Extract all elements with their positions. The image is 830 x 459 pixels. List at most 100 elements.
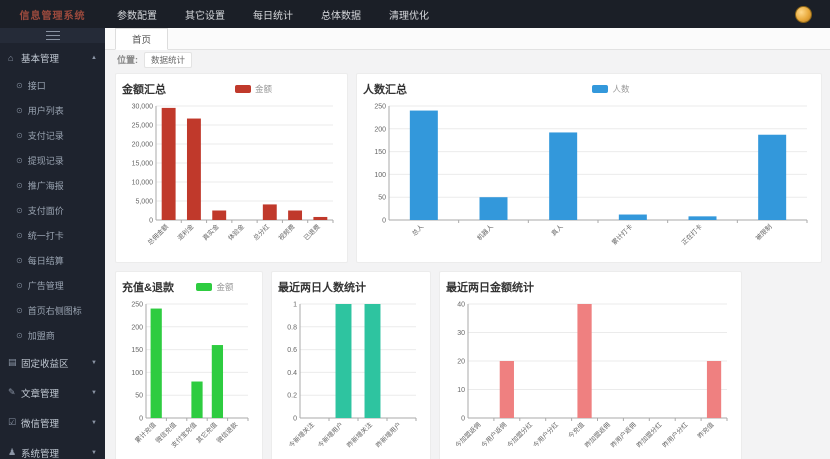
sidebar-item-label: 首页右侧图标 [27, 305, 82, 316]
sidebar-section: ▤ 固定收益区 ▼ [0, 348, 105, 378]
bar [499, 361, 514, 418]
x-tick-label: 今充值 [566, 420, 587, 441]
app-logo: 信息管理系统 [19, 10, 86, 22]
panel-people-summary: 人数汇总 人数 0 50 100 150 200 250 总人 机器人 真人 累计打卡 正在打卡 被限… [356, 73, 822, 263]
x-tick-label: 视频费 [276, 222, 297, 243]
sidebar-item[interactable]: ⊙ 接口 [0, 73, 105, 98]
svg-text:150: 150 [131, 347, 143, 354]
topbar-menu-item[interactable]: 参数配置 [117, 10, 157, 22]
sidebar-item[interactable]: ⊙ 支付面价 [0, 198, 105, 223]
panel-title: 最近两日金额统计 [446, 282, 534, 294]
sidebar-item[interactable]: ⊙ 统一打卡 [0, 223, 105, 248]
legend-swatch-icon [234, 85, 251, 93]
bullet-icon: ⊙ [16, 105, 23, 115]
x-tick-label: 今新增关注 [287, 420, 317, 450]
topbar-menu: 参数配置 其它设置 每日统计 总体数据 清理优化 [105, 7, 795, 22]
x-tick-label: 机器人 [475, 222, 496, 243]
sidebar-item[interactable]: ⊙ 加盟商 [0, 323, 105, 348]
sidebar-item[interactable]: ⊙ 提现记录 [0, 148, 105, 173]
svg-text:150: 150 [374, 149, 386, 156]
x-tick-label: 总佣金额 [145, 222, 170, 247]
chevron-up-icon: ▲ [91, 54, 97, 61]
x-tick-label: 今用户返佣 [479, 420, 509, 450]
legend[interactable]: 人数 [592, 83, 630, 95]
x-tick-label: 微信退款 [214, 420, 239, 445]
sidebar: ⌂ 基本管理 ▲ ⊙ 接口 ⊙ 用户列表 ⊙ 支付记录 ⊙ 提现记录 ⊙ 推广海报 ⊙ 支付面价 ⊙ 统一打卡 ⊙… [0, 28, 105, 459]
bar [313, 216, 328, 220]
svg-text:20: 20 [457, 359, 465, 366]
sidebar-item[interactable]: ⊙ 用户列表 [0, 98, 105, 123]
sidebar-section-label: 基本管理 [21, 53, 60, 65]
x-tick-label: 今新增用户 [316, 420, 345, 449]
bar [211, 345, 224, 418]
hamburger-icon [45, 28, 60, 43]
x-tick-label: 累计充值 [133, 420, 158, 445]
panel-two-day-amount: 最近两日金额统计 0 10 20 30 40 今加盟返佣 今用户返佣 今加盟分红 今用户分红 今充… [439, 271, 742, 459]
svg-text:0.2: 0.2 [287, 393, 297, 400]
bar [364, 304, 381, 418]
topbar-menu-item[interactable]: 总体数据 [321, 10, 361, 22]
svg-text:0: 0 [382, 218, 386, 225]
sidebar-item[interactable]: ⊙ 推广海报 [0, 173, 105, 198]
sidebar-item-label: 支付记录 [27, 130, 64, 141]
x-tick-label: 今加盟返佣 [453, 420, 483, 450]
bar [688, 216, 717, 220]
legend-swatch-icon [196, 283, 213, 291]
x-tick-label: 真人 [549, 222, 565, 238]
topbar-menu-item[interactable]: 其它设置 [185, 10, 225, 22]
svg-text:10: 10 [457, 387, 465, 394]
svg-text:40: 40 [457, 302, 465, 309]
sidebar-item[interactable]: ⊙ 支付记录 [0, 123, 105, 148]
sidebar-menu: ⌂ 基本管理 ▲ ⊙ 接口 ⊙ 用户列表 ⊙ 支付记录 ⊙ 提现记录 ⊙ 推广海报 ⊙ 支付面价 ⊙ 统一打卡 ⊙… [0, 43, 105, 459]
svg-text:0: 0 [149, 218, 153, 225]
x-tick-label: 正在打卡 [679, 222, 704, 247]
sidebar-item-label: 每日结算 [27, 255, 64, 266]
topbar-menu-item[interactable]: 每日统计 [253, 10, 293, 22]
panel-two-day-people: 最近两日人数统计 0 0.2 0.4 0.6 0.8 1 今新增关注 今新增用户 昨新增关注 昨新… [271, 271, 431, 459]
svg-text:1: 1 [293, 302, 297, 309]
legend[interactable]: 金额 [196, 281, 233, 293]
sidebar-collapse-button[interactable] [0, 28, 105, 43]
sidebar-section-header[interactable]: ▤ 固定收益区 ▼ [0, 348, 105, 378]
svg-text:5,000: 5,000 [135, 199, 153, 206]
sidebar-section-header[interactable]: ☑ 微信管理 ▼ [0, 408, 105, 438]
breadcrumb: 位置: 数据统计 [105, 50, 830, 69]
svg-text:0.8: 0.8 [287, 324, 297, 331]
svg-text:50: 50 [378, 195, 386, 202]
topbar-menu-item[interactable]: 清理优化 [389, 10, 429, 22]
bar [549, 132, 578, 220]
bullet-icon: ⊙ [16, 80, 23, 90]
legend[interactable]: 金额 [234, 83, 272, 95]
bullet-icon: ⊙ [16, 305, 23, 315]
home-icon: ⌂ [8, 52, 14, 63]
sidebar-section-header[interactable]: ♟ 系统管理 ▼ [0, 438, 105, 459]
bar [191, 381, 203, 418]
legend-label: 金额 [254, 84, 272, 94]
bar [288, 210, 303, 220]
sidebar-item-label: 用户列表 [27, 105, 64, 116]
sidebar-item-label: 统一打卡 [27, 230, 64, 241]
bar [186, 118, 201, 220]
sidebar-section-header[interactable]: ✎ 文章管理 ▼ [0, 378, 105, 408]
sidebar-section-label: 系统管理 [21, 448, 60, 459]
svg-text:0: 0 [293, 416, 297, 423]
file-icon: ✎ [8, 387, 16, 397]
topbar: 信息管理系统 参数配置 其它设置 每日统计 总体数据 清理优化 [0, 0, 830, 28]
panel-title: 金额汇总 [122, 84, 166, 96]
x-tick-label: 今加盟分红 [505, 420, 535, 450]
svg-text:250: 250 [131, 302, 143, 309]
sidebar-item[interactable]: ⊙ 广告管理 [0, 273, 105, 298]
user-avatar-icon[interactable] [795, 5, 812, 23]
sidebar-item[interactable]: ⊙ 首页右侧图标 [0, 298, 105, 323]
svg-text:250: 250 [374, 104, 386, 111]
sidebar-item[interactable]: ⊙ 每日结算 [0, 248, 105, 273]
bar [409, 110, 438, 220]
tab-home[interactable]: 首页 [115, 28, 169, 50]
bar [212, 210, 227, 220]
sidebar-section-header[interactable]: ⌂ 基本管理 ▲ [0, 43, 105, 73]
x-tick-label: 退利金 [175, 222, 196, 243]
breadcrumb-label: 位置: [117, 55, 138, 65]
bar [161, 107, 176, 220]
